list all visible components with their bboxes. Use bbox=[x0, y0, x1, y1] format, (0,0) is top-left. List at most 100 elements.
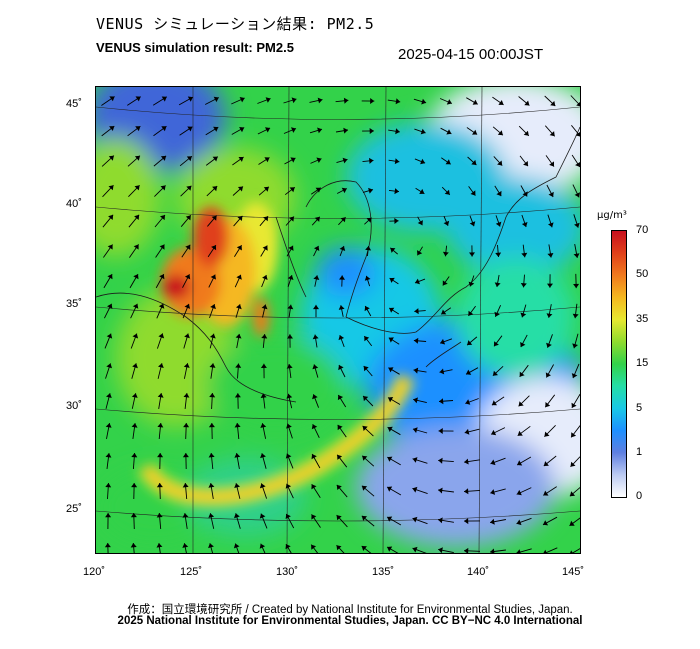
wind-arrow-head bbox=[341, 187, 347, 194]
wind-arrow-head bbox=[107, 303, 113, 309]
wind-arrow-head bbox=[105, 483, 112, 488]
wind-arrow-head bbox=[364, 306, 370, 312]
wind-arrow-head bbox=[548, 191, 554, 197]
wind-arrow-head bbox=[132, 363, 138, 369]
wind-arrow-head bbox=[239, 127, 245, 133]
wind-arrow-head bbox=[315, 187, 321, 193]
wind-arrow-head bbox=[285, 483, 292, 489]
wind-arrow-head bbox=[187, 126, 193, 132]
lon-label-145: 145˚ bbox=[562, 566, 585, 578]
wind-arrow-head bbox=[132, 333, 139, 339]
wind-arrow-head bbox=[468, 310, 474, 316]
wind-arrow-head bbox=[468, 281, 475, 287]
wind-arrow-head bbox=[159, 274, 165, 280]
wind-arrow-head bbox=[106, 393, 112, 398]
wind-arrow-head bbox=[446, 99, 452, 105]
wind-arrow-head bbox=[343, 127, 348, 134]
wind-arrow-head bbox=[394, 188, 399, 195]
wind-arrow-head bbox=[491, 429, 497, 436]
wind-arrow-head bbox=[549, 131, 555, 137]
wind-arrow-head bbox=[438, 547, 443, 553]
wind-arrow-head bbox=[130, 543, 137, 548]
wind-arrow-head bbox=[285, 513, 291, 519]
wind-arrow-head bbox=[234, 423, 241, 428]
wind-arrow-head bbox=[440, 338, 446, 345]
wind-arrow-head bbox=[363, 396, 369, 402]
wind-arrow-head bbox=[495, 221, 502, 227]
wind-arrow-head bbox=[549, 161, 554, 167]
lon-label-135: 135˚ bbox=[372, 566, 395, 578]
wind-arrow-head bbox=[550, 100, 556, 106]
wind-arrow-head bbox=[469, 252, 475, 257]
graticule bbox=[96, 87, 580, 553]
wind-arrow-head bbox=[438, 428, 443, 434]
wind-arrow-head bbox=[569, 491, 576, 497]
wind-arrow-head bbox=[576, 101, 580, 107]
wind-arrow-head bbox=[262, 275, 268, 280]
wind-arrow-head bbox=[135, 126, 141, 132]
wind-arrow-head bbox=[261, 334, 268, 339]
wind-arrow-head bbox=[543, 490, 549, 496]
wind-arrow-head bbox=[573, 283, 580, 289]
wind-arrow-head bbox=[265, 127, 271, 133]
wind-arrow-head bbox=[548, 222, 554, 228]
wind-arrow-head bbox=[545, 372, 551, 378]
wind-arrow-head bbox=[131, 393, 138, 398]
wind-arrow-head bbox=[182, 453, 189, 458]
colorbar-tick-70: 70 bbox=[636, 224, 649, 236]
wind-arrow-head bbox=[263, 216, 269, 222]
wind-arrow-head bbox=[288, 245, 294, 251]
lon-label-130: 130˚ bbox=[276, 566, 299, 578]
wind-arrow-head bbox=[395, 128, 400, 135]
wind-arrow-head bbox=[182, 483, 189, 488]
wind-arrow-head bbox=[472, 99, 478, 105]
wind-arrow-head bbox=[464, 547, 469, 553]
wind-arrow-head bbox=[494, 311, 500, 317]
wind-arrow-head bbox=[389, 277, 395, 283]
wind-arrow-head bbox=[498, 100, 504, 105]
wind-arrow-head bbox=[107, 274, 113, 280]
wind-arrow-head bbox=[105, 423, 112, 428]
wind-arrow-head bbox=[233, 543, 240, 549]
wind-arrow-head bbox=[464, 518, 469, 525]
wind-arrow-head bbox=[413, 337, 419, 344]
wind-arrow-head bbox=[234, 513, 240, 519]
wind-arrow-head bbox=[420, 158, 426, 165]
wind-arrow-head bbox=[134, 155, 140, 161]
wind-arrow-head bbox=[464, 428, 470, 435]
wind-arrow-head bbox=[259, 483, 266, 489]
wind-arrow-head bbox=[260, 423, 267, 428]
wind-arrow-head bbox=[417, 220, 423, 226]
wind-arrow-head bbox=[574, 192, 580, 198]
wind-arrow-head bbox=[160, 215, 165, 221]
credit-line: 作成：国立環境研究所 / Created by National Institu… bbox=[127, 604, 573, 616]
wind-arrow-head bbox=[209, 393, 216, 398]
wind-arrow-head bbox=[467, 340, 473, 346]
wind-arrow-head bbox=[466, 369, 472, 375]
wind-arrow-head bbox=[543, 549, 547, 553]
wind-arrow-head bbox=[522, 191, 528, 197]
wind-arrow-head bbox=[388, 337, 394, 343]
wind-arrow-head bbox=[238, 157, 244, 162]
wind-arrow-head bbox=[184, 333, 190, 339]
wind-arrow-head bbox=[387, 516, 393, 522]
wind-arrow-head bbox=[187, 96, 193, 102]
colorbar-tick-1: 1 bbox=[636, 446, 643, 458]
wind-arrow-head bbox=[412, 427, 418, 433]
wind-arrow-head bbox=[338, 335, 345, 341]
lon-label-125: 125˚ bbox=[180, 566, 203, 578]
copyright-line: 2025 National Institute for Environmenta… bbox=[117, 615, 583, 627]
wind-arrow-head bbox=[464, 488, 469, 495]
wind-arrow-head bbox=[547, 283, 553, 288]
wind-arrow-head bbox=[263, 186, 269, 192]
wind-arrow-head bbox=[496, 190, 502, 197]
wind-arrow-head bbox=[336, 484, 342, 490]
wind-arrow-head bbox=[438, 517, 443, 524]
wind-arrow-head bbox=[291, 127, 296, 133]
wind-arrow-head bbox=[546, 342, 552, 348]
wind-arrow-head bbox=[311, 544, 317, 550]
wind-arrow-head bbox=[316, 157, 322, 163]
wind-arrow-head bbox=[186, 156, 192, 162]
wind-arrow-head bbox=[571, 373, 578, 379]
wind-arrow-head bbox=[183, 363, 190, 368]
